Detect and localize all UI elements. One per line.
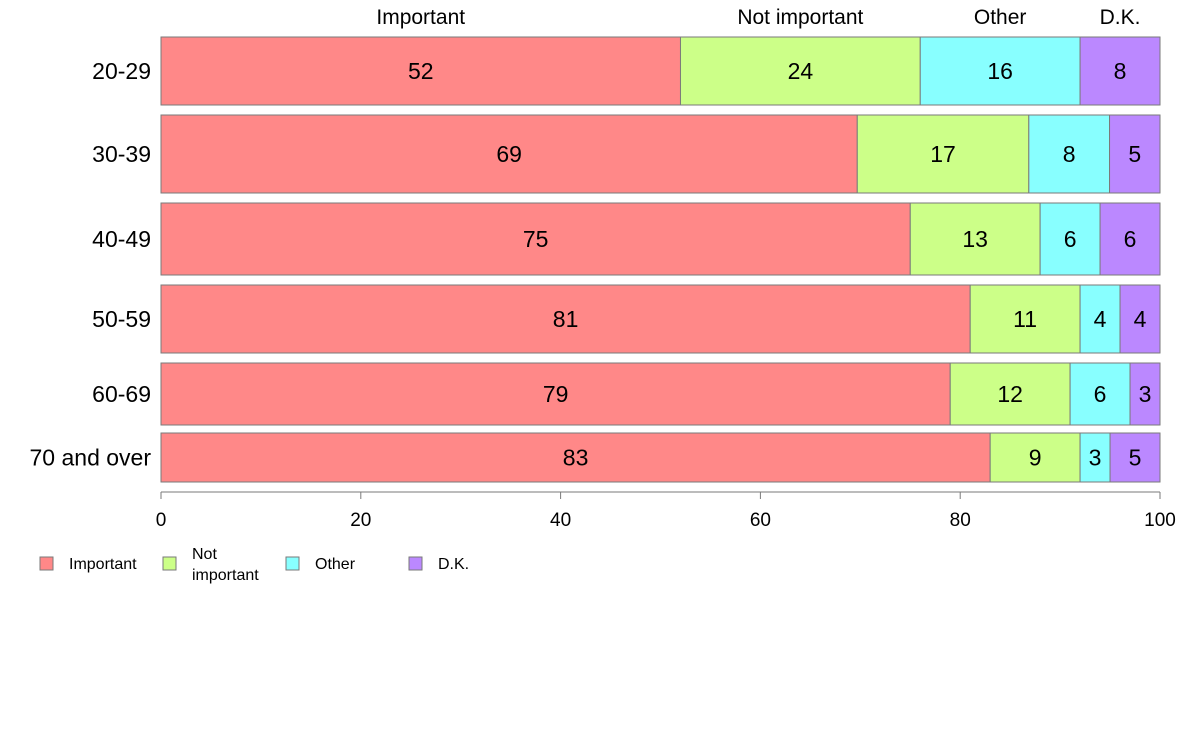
bar-segment [1119, 284, 1161, 354]
bar-segment [909, 202, 1041, 276]
data-label: 3 [1089, 445, 1102, 471]
x-tick-label: 20 [350, 510, 371, 531]
data-label: 17 [930, 141, 956, 167]
x-axis: 0 20 40 60 80 100 [156, 491, 1176, 531]
data-label: 79 [543, 381, 569, 407]
bar-segment [160, 284, 971, 354]
series-top-label: Not important [737, 6, 863, 29]
bar-segment [1129, 362, 1161, 426]
data-label: 8 [1114, 58, 1127, 84]
bar-segment [1028, 114, 1111, 194]
legend: Important Not important Other D.K. [39, 546, 469, 584]
x-tick-label: 40 [550, 510, 571, 531]
bar-segment [949, 362, 1071, 426]
data-label: 12 [997, 381, 1023, 407]
data-label: 4 [1094, 306, 1107, 332]
category-label: 60-69 [92, 381, 151, 407]
bar-segment [160, 362, 951, 426]
series-top-label: Important [376, 6, 465, 29]
data-label: 3 [1139, 381, 1152, 407]
series-top-labels: Important Not important Other D.K. [376, 6, 1140, 29]
x-tick-label: 100 [1144, 510, 1176, 531]
category-label: 20-29 [92, 58, 151, 84]
data-label: 11 [1013, 306, 1037, 332]
data-label: 52 [408, 58, 434, 84]
data-label: 16 [987, 58, 1013, 84]
legend-label: D.K. [438, 556, 469, 573]
data-label: 81 [553, 306, 579, 332]
bar-segment [160, 202, 911, 276]
series-top-label: D.K. [1100, 6, 1141, 29]
bar-segment [160, 36, 681, 106]
data-label: 13 [962, 226, 988, 252]
legend-label: important [192, 567, 259, 584]
data-label: 9 [1029, 445, 1042, 471]
x-tick-label: 0 [156, 510, 167, 531]
bar-segment [1099, 202, 1161, 276]
legend-label: Other [315, 556, 356, 573]
legend-swatch [408, 556, 423, 571]
legend-swatch [285, 556, 300, 571]
data-label: 5 [1128, 141, 1141, 167]
bar-segment [1069, 362, 1131, 426]
bar-segment [1079, 432, 1111, 483]
category-label: 40-49 [92, 226, 151, 252]
data-label: 5 [1129, 445, 1142, 471]
bar-segment [989, 432, 1081, 483]
data-label: 83 [563, 445, 589, 471]
series-top-label: Other [974, 6, 1027, 29]
bar-segment [1109, 432, 1161, 483]
legend-swatch [39, 556, 54, 571]
data-label: 6 [1124, 226, 1137, 252]
data-label: 69 [496, 141, 522, 167]
data-label: 6 [1064, 226, 1077, 252]
category-label: 70 and over [30, 445, 152, 471]
bar-segment [969, 284, 1081, 354]
bar-segment [856, 114, 1030, 194]
x-tick-label: 80 [950, 510, 971, 531]
category-label: 50-59 [92, 306, 151, 332]
bar-segment [679, 36, 921, 106]
data-label: 24 [788, 58, 814, 84]
legend-swatch [162, 556, 177, 571]
data-label: 4 [1134, 306, 1147, 332]
data-label: 8 [1063, 141, 1076, 167]
bar-segment [160, 432, 991, 483]
bar-segment [1109, 114, 1161, 194]
bar-segment [160, 114, 858, 194]
bars-area: 52 24 16 8 69 17 8 5 75 13 6 6 81 11 4 4 79 12 6 3 83 9 3 5 [160, 36, 1161, 483]
category-label: 30-39 [92, 141, 151, 167]
bar-segment [1079, 36, 1161, 106]
data-label: 6 [1094, 381, 1107, 407]
legend-label: Important [69, 556, 137, 573]
bar-segment [919, 36, 1081, 106]
legend-label: Not [192, 546, 217, 563]
category-labels: 20-29 30-39 40-49 50-59 60-69 70 and over [30, 58, 152, 471]
data-label: 75 [523, 226, 549, 252]
x-tick-label: 60 [750, 510, 771, 531]
